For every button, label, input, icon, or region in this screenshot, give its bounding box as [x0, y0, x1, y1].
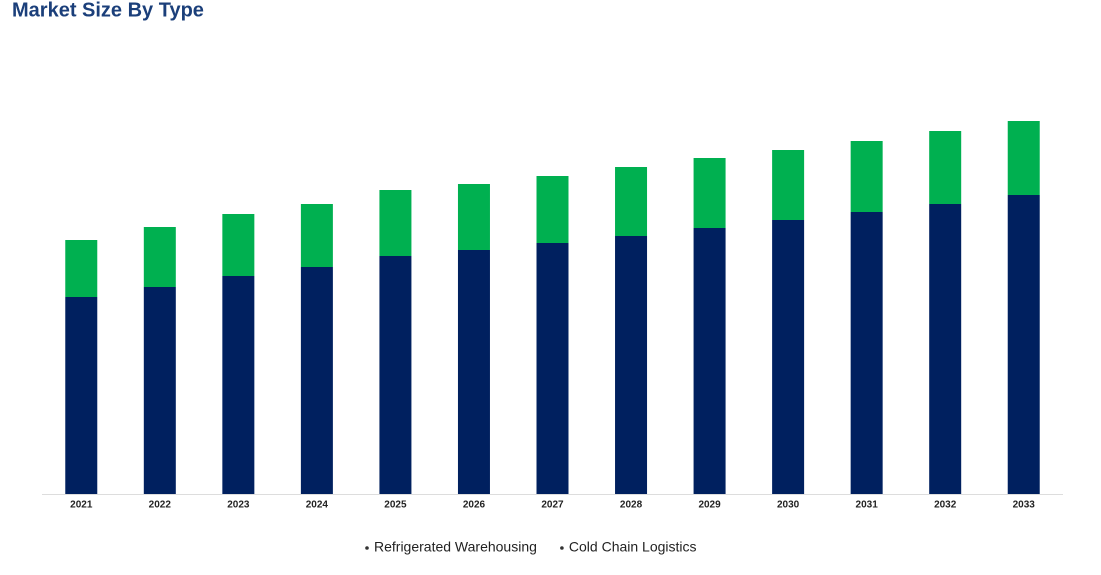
bar-segment — [850, 212, 883, 494]
x-tick-label: 2022 — [149, 500, 172, 511]
bar-segment — [850, 141, 883, 212]
bar-segment — [379, 190, 412, 256]
bar-segment — [300, 204, 333, 267]
bar-segment — [457, 250, 490, 494]
bar-segment — [222, 276, 255, 494]
legend-marker — [560, 546, 564, 550]
bar-segment — [615, 236, 648, 494]
legend-label: Refrigerated Warehousing — [374, 539, 537, 555]
bar-segment — [693, 228, 726, 494]
bar-segment — [1007, 195, 1040, 494]
x-tick-label: 2028 — [620, 500, 643, 511]
bar-segment — [143, 287, 176, 494]
bar-segment — [929, 131, 962, 204]
x-tick-label: 2026 — [463, 500, 486, 511]
x-tick-label: 2031 — [856, 500, 879, 511]
bar-segment — [615, 167, 648, 236]
legend-marker — [365, 546, 369, 550]
bar-segment — [143, 227, 176, 287]
bar-segment — [379, 256, 412, 494]
x-tick-label: 2024 — [306, 500, 329, 511]
bar-segment — [536, 176, 569, 243]
bar-segment — [300, 267, 333, 494]
bar-segment — [536, 243, 569, 494]
bar-segment — [772, 220, 805, 494]
x-tick-label: 2025 — [384, 500, 407, 511]
x-tick-label: 2023 — [227, 500, 250, 511]
legend-label: Cold Chain Logistics — [569, 539, 697, 555]
bar-segment — [772, 150, 805, 220]
x-tick-label: 2029 — [698, 500, 721, 511]
x-tick-label: 2027 — [541, 500, 564, 511]
bar-segment — [693, 158, 726, 228]
bar-segment — [929, 204, 962, 494]
bar-segment — [222, 214, 255, 276]
x-tick-label: 2032 — [934, 500, 957, 511]
bar-segment — [457, 184, 490, 250]
bar-segment — [1007, 121, 1040, 195]
x-tick-label: 2021 — [70, 500, 93, 511]
chart-title: Market Size By Type — [12, 0, 204, 21]
bar-segment — [65, 240, 98, 297]
bar-segment — [65, 297, 98, 494]
x-tick-label: 2033 — [1013, 500, 1036, 511]
x-tick-label: 2030 — [777, 500, 800, 511]
